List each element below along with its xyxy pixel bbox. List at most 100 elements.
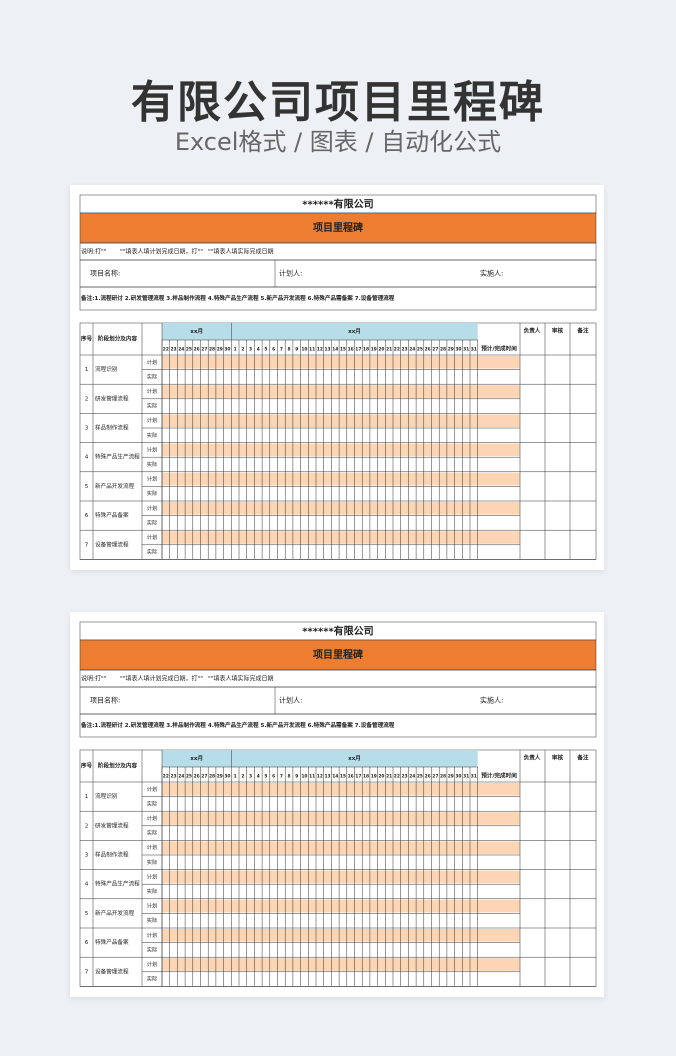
cell-text: 计划 [147, 902, 157, 910]
cell-text: 30 [455, 347, 461, 353]
cell-text: 实际 [147, 489, 157, 497]
cell-text: 3 [85, 426, 89, 432]
page-title: 有限公司项目里程碑 [131, 77, 545, 128]
cell-text: 8 [288, 774, 291, 780]
cell-text: 实际 [147, 829, 157, 837]
cell-text: 21 [386, 347, 392, 353]
plan-bar [162, 502, 520, 515]
cell-text: 7 [85, 542, 89, 548]
cell-text: 审核 [552, 327, 564, 335]
cell-text: 24 [178, 347, 184, 353]
cell-text: 备注 [576, 754, 589, 762]
cell-text: 25 [186, 347, 192, 353]
cell-text: 23 [401, 774, 407, 780]
cell-text: 预计/完成时间 [481, 345, 517, 353]
cell-text: 计划 [147, 387, 157, 395]
cell-text: 25 [186, 774, 192, 780]
cell-text: 31 [463, 774, 469, 780]
cell-text: 27 [432, 347, 438, 353]
cell-text: 实际 [147, 945, 157, 953]
cell-text: 阶段划分及内容 [98, 762, 138, 770]
cell-text: 实际 [147, 799, 157, 807]
cell-text: 20 [378, 774, 384, 780]
cell-text: 计划 [147, 843, 157, 851]
cell-text: 6 [85, 513, 89, 519]
plan-bar [162, 385, 520, 398]
month-band [162, 750, 478, 767]
cell-text: 实际 [147, 916, 157, 924]
cell-text: 实际 [147, 548, 157, 556]
cell-text: 6 [272, 774, 275, 780]
cell-text: 5 [85, 484, 89, 490]
cell-text: 25 [417, 774, 423, 780]
cell-text: 序号 [81, 335, 93, 343]
cell-text: xx月 [348, 754, 361, 762]
cell-text: 4 [85, 455, 89, 461]
cell-text: 样品制作流程 [95, 851, 129, 859]
cell-text: 1 [85, 794, 89, 800]
cell-text: 实际 [147, 431, 157, 439]
plan-bar [162, 812, 520, 825]
cell-text: 计划 [147, 475, 157, 483]
cell-text: 28 [209, 347, 215, 353]
cell-text: 27 [201, 774, 207, 780]
cell-text: 26 [194, 774, 200, 780]
cell-text: 30 [224, 347, 230, 353]
cell-text: 设备管理流程 [95, 967, 129, 975]
cell-text: 计划 [147, 872, 157, 880]
cell-text: 13 [324, 347, 330, 353]
cell-text: 新产品开发流程 [95, 482, 135, 490]
cell-text: 5 [85, 911, 89, 917]
cell-text: 29 [217, 774, 223, 780]
cell-text: 25 [417, 347, 423, 353]
cell-text: 2 [241, 774, 244, 780]
cell-text: 7 [85, 969, 89, 975]
heading-band [79, 639, 597, 671]
cell-text: 实际 [147, 518, 157, 526]
sheet-preview: ******有限公司 项目里程碑 说明:打"" ""填表人填计划完成日期，打"" ""填… [70, 612, 604, 997]
cell-text: 计划 [147, 814, 157, 822]
cell-text: 29 [217, 347, 223, 353]
cell-text: 4 [85, 882, 89, 888]
cell-text: 22 [394, 347, 400, 353]
cell-text: 实际 [147, 460, 157, 468]
cell-text: ******有限公司 [302, 198, 373, 211]
cell-text: 31 [471, 347, 477, 353]
cell-text: 8 [288, 347, 291, 353]
cell-text: 3 [85, 853, 89, 859]
cell-text: xx月 [190, 754, 203, 762]
plan-bar [162, 531, 520, 544]
cell [79, 286, 597, 311]
page-subtitle: Excel格式 / 图表 / 自动化公式 [174, 128, 502, 156]
cell-text: 审核 [552, 754, 564, 762]
cell-text: 说明:打"" [81, 675, 107, 683]
cell-text: 4 [257, 347, 260, 353]
cell-text: 备注:1.流程研讨 2.研发管理流程 3.样品制作流程 4.特殊产品生产流程 5… [80, 721, 395, 729]
cell-text: 5 [264, 347, 267, 353]
cell-text: 30 [455, 774, 461, 780]
cell-text: 实施人: [480, 269, 503, 278]
cell-text: 16 [348, 774, 354, 780]
cell-text: 项目里程碑 [313, 648, 363, 661]
cell-text: 17 [355, 347, 361, 353]
cell-text: 7 [280, 774, 283, 780]
month-band [162, 323, 478, 340]
cell-text: 23 [401, 347, 407, 353]
plan-bar [162, 841, 520, 854]
cell-text: 备注 [576, 327, 589, 335]
cell-text: 18 [363, 774, 369, 780]
cell-text: 实际 [147, 402, 157, 410]
heading-band [79, 212, 597, 244]
cell-text: 1 [234, 774, 237, 780]
sheet-preview: ******有限公司 项目里程碑 说明:打"" ""填表人填计划完成日期，打"" ""填… [70, 185, 604, 570]
cell-text: ""填表人填计划完成日期，打"" [120, 675, 203, 683]
cell-text: 特殊产品备案 [95, 511, 129, 519]
cell-text: 24 [178, 774, 184, 780]
cell-text: 特殊产品备案 [95, 938, 129, 946]
cell-text: 备注:1.流程研讨 2.研发管理流程 3.样品制作流程 4.特殊产品生产流程 5… [80, 294, 395, 302]
cell-text: 31 [463, 347, 469, 353]
cell-text: 13 [324, 774, 330, 780]
cell-text: 2 [241, 347, 244, 353]
